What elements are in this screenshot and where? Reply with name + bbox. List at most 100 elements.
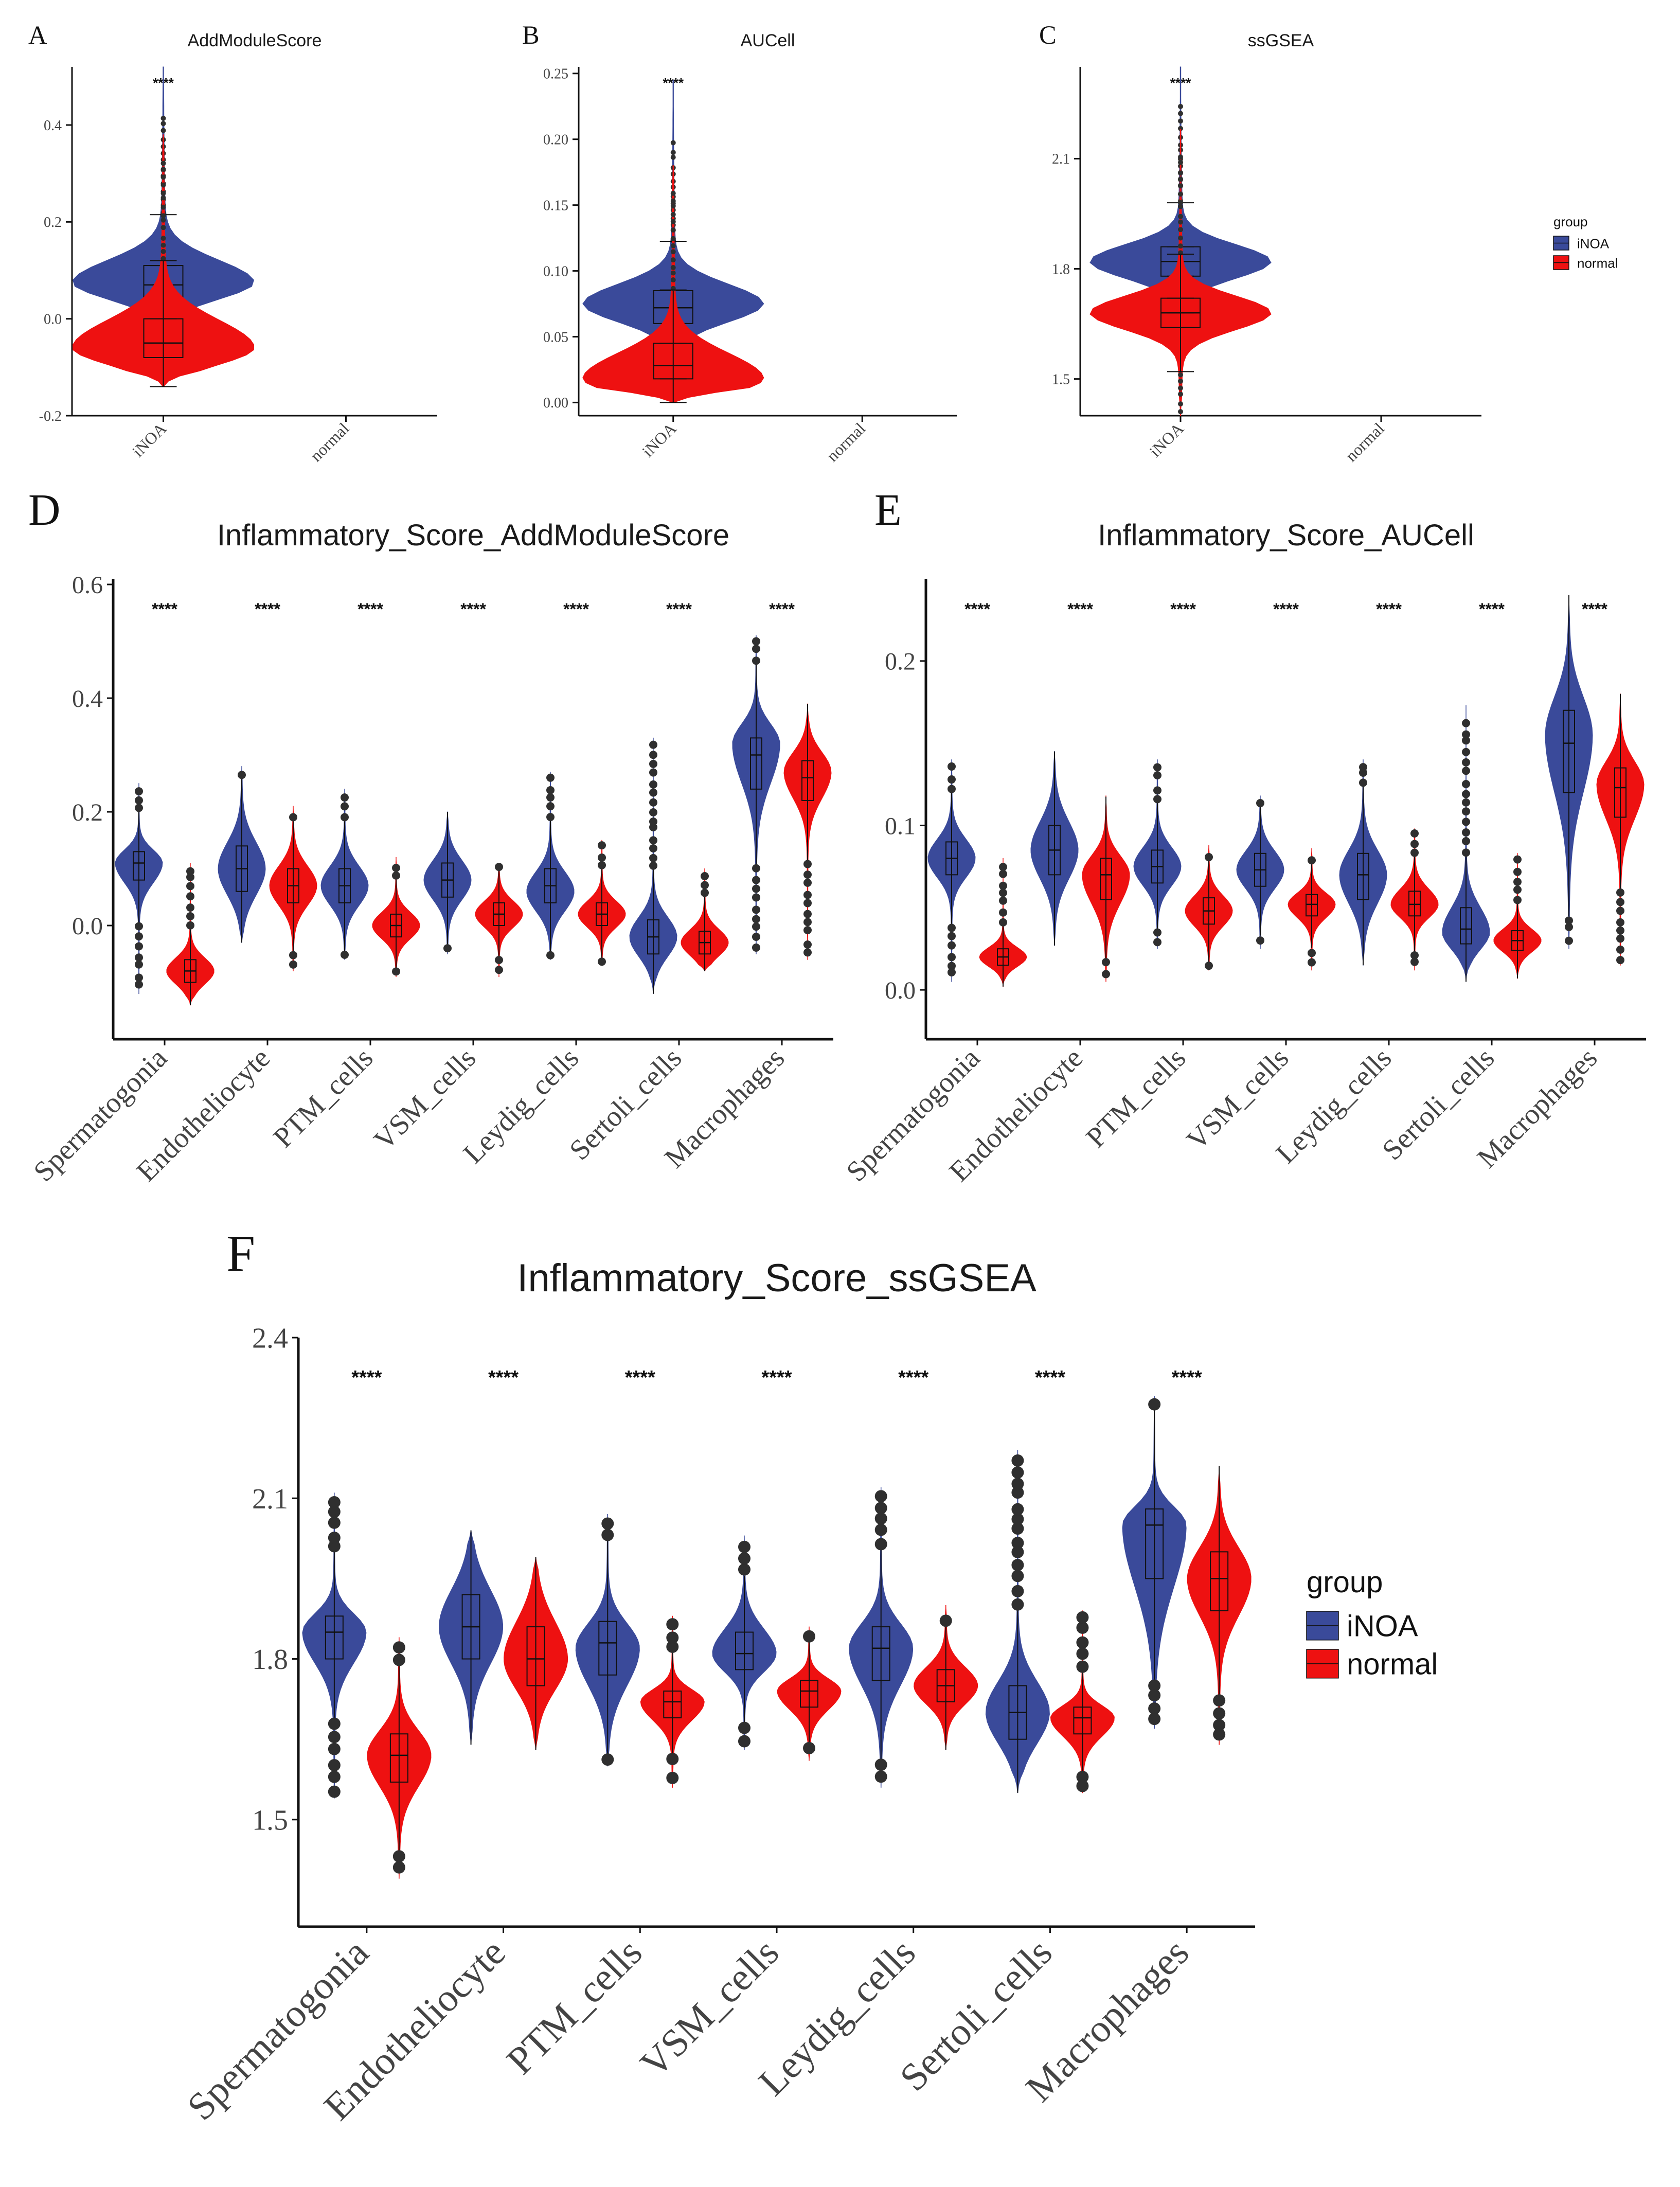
outlier-point xyxy=(999,869,1007,878)
panel-A: AAddModuleScore-0.20.00.20.4iNOA****norm… xyxy=(28,21,437,465)
outlier-point xyxy=(701,881,709,890)
outlier-point xyxy=(1011,1466,1024,1479)
outlier-point xyxy=(186,892,194,901)
outlier-point xyxy=(328,1785,341,1798)
outlier-point xyxy=(1011,1545,1024,1558)
outlier-point xyxy=(670,211,676,217)
significance-label: **** xyxy=(255,600,280,618)
legend-label-normal: normal xyxy=(1347,1647,1438,1681)
panel-title: AUCell xyxy=(741,31,795,50)
significance-label: **** xyxy=(1376,600,1402,618)
outlier-point xyxy=(752,864,760,873)
outlier-point xyxy=(738,1721,750,1734)
outlier-point xyxy=(649,817,657,826)
outlier-point xyxy=(738,1735,750,1748)
outlier-point xyxy=(1616,898,1624,906)
legend-label-iNOA: iNOA xyxy=(1347,1609,1418,1643)
outlier-point xyxy=(752,656,760,665)
panel-title: ssGSEA xyxy=(1248,31,1314,50)
outlier-point xyxy=(803,948,812,957)
significance-label: **** xyxy=(1479,600,1505,618)
outlier-point xyxy=(666,1631,679,1644)
outlier-point xyxy=(803,860,812,868)
significance-label: **** xyxy=(964,600,990,618)
outlier-point xyxy=(1148,1679,1161,1692)
outlier-point xyxy=(1565,936,1573,945)
significance-label: **** xyxy=(563,600,589,618)
panel-letter: C xyxy=(1039,21,1057,49)
box-iNOA xyxy=(1460,907,1472,945)
outlier-point xyxy=(1076,1660,1089,1673)
box-iNOA xyxy=(598,1621,617,1676)
box-normal xyxy=(1408,891,1421,917)
outlier-point xyxy=(670,277,676,283)
outlier-point xyxy=(803,1741,815,1754)
outlier-point xyxy=(160,248,166,254)
outlier-point xyxy=(701,872,709,881)
panel-title: AddModuleScore xyxy=(188,31,322,50)
outlier-point xyxy=(1011,1513,1024,1525)
outlier-point xyxy=(392,1861,405,1874)
outlier-point xyxy=(1359,763,1367,772)
outlier-point xyxy=(160,161,166,166)
y-tick-label: 0.2 xyxy=(44,215,62,230)
outlier-point xyxy=(1178,235,1183,241)
outlier-point xyxy=(948,775,956,784)
outlier-point xyxy=(670,154,676,160)
significance-label: **** xyxy=(1067,600,1093,618)
outlier-point xyxy=(160,167,166,172)
box-normal xyxy=(800,1680,818,1708)
box-iNOA xyxy=(1563,709,1575,793)
outlier-point xyxy=(1256,936,1264,945)
outlier-point xyxy=(546,813,555,822)
legend-label-normal: normal xyxy=(1577,255,1618,271)
box-normal xyxy=(801,760,814,801)
outlier-point xyxy=(649,768,657,777)
outlier-point xyxy=(135,973,143,982)
y-tick-label: 0.0 xyxy=(72,913,103,940)
outlier-point xyxy=(1148,1713,1161,1726)
box-iNOA xyxy=(871,1626,890,1681)
outlier-point xyxy=(135,922,143,931)
outlier-point xyxy=(649,844,657,852)
y-tick-label: 0.20 xyxy=(543,132,568,148)
outlier-point xyxy=(948,785,956,793)
outlier-point xyxy=(1011,1522,1024,1535)
outlier-point xyxy=(874,1758,887,1771)
outlier-point xyxy=(1205,962,1213,970)
outlier-point xyxy=(1359,778,1367,787)
box-iNOA xyxy=(1145,1508,1164,1579)
outlier-point xyxy=(328,1731,341,1744)
outlier-point xyxy=(1256,799,1264,808)
outlier-point xyxy=(670,270,676,276)
outlier-point xyxy=(289,813,297,822)
outlier-point xyxy=(874,1502,887,1515)
outlier-point xyxy=(670,140,676,146)
outlier-point xyxy=(874,1512,887,1525)
significance-label: **** xyxy=(1172,1367,1202,1389)
significance-label: **** xyxy=(769,600,795,618)
outlier-point xyxy=(1462,837,1470,845)
box-iNOA xyxy=(750,737,762,790)
outlier-point xyxy=(1178,183,1183,189)
significance-label: **** xyxy=(351,1367,382,1389)
outlier-point xyxy=(670,257,676,263)
outlier-point xyxy=(738,1552,750,1565)
outlier-point xyxy=(160,236,166,241)
outlier-point xyxy=(1308,958,1316,967)
outlier-point xyxy=(670,203,676,209)
outlier-point xyxy=(874,1538,887,1551)
outlier-point xyxy=(1011,1559,1024,1572)
outlier-point xyxy=(598,853,606,862)
outlier-point xyxy=(999,896,1007,905)
outlier-point xyxy=(328,1717,341,1730)
outlier-point xyxy=(939,1614,952,1627)
outlier-point xyxy=(1462,848,1470,857)
outlier-point xyxy=(160,242,166,248)
box-normal xyxy=(1614,767,1627,818)
legend-small: group iNOA normal xyxy=(1553,214,1618,271)
outlier-point xyxy=(1462,790,1470,798)
outlier-point xyxy=(1513,878,1522,886)
significance-label: **** xyxy=(1035,1367,1065,1389)
significance-label: **** xyxy=(1582,600,1607,618)
